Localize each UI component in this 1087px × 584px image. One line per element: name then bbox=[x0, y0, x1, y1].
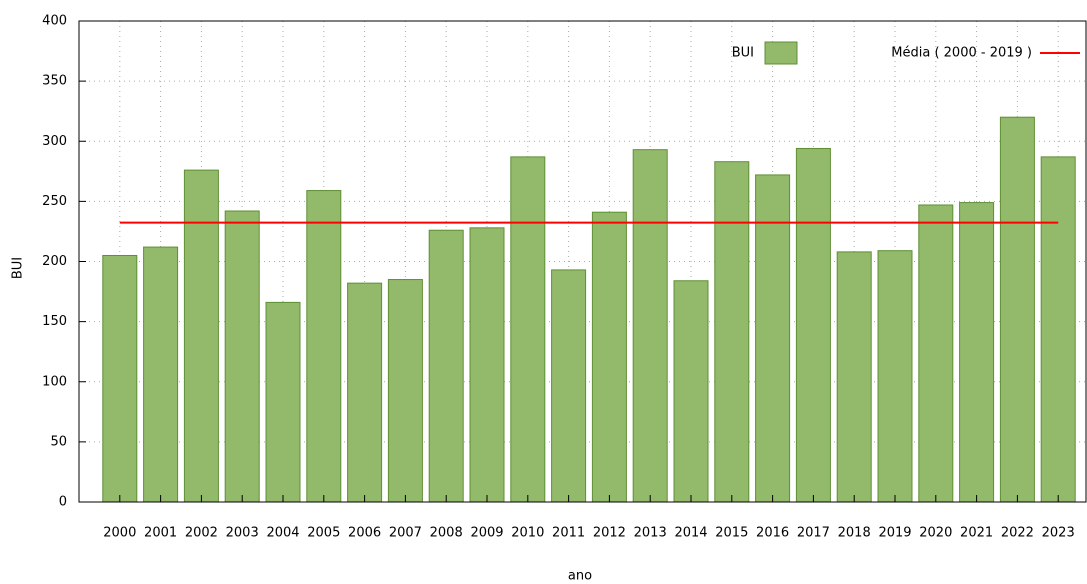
x-tick-label: 2017 bbox=[797, 526, 830, 541]
x-tick-label: 2023 bbox=[1042, 526, 1075, 541]
x-tick-label: 2015 bbox=[715, 526, 748, 541]
x-tick-label: 2021 bbox=[960, 526, 993, 541]
x-tick-label: 2005 bbox=[307, 526, 340, 541]
x-tick-label: 2010 bbox=[511, 526, 544, 541]
x-tick-label: 2007 bbox=[389, 526, 422, 541]
x-tick-label: 2020 bbox=[919, 526, 952, 541]
y-tick-label: 400 bbox=[42, 14, 67, 29]
legend-swatch bbox=[764, 41, 798, 65]
x-tick-label: 2006 bbox=[348, 526, 381, 541]
bar bbox=[959, 202, 995, 503]
plot-frame bbox=[78, 20, 1087, 503]
x-tick-label: 2018 bbox=[838, 526, 871, 541]
y-tick-label: 250 bbox=[42, 194, 67, 209]
x-tick-label: 2012 bbox=[593, 526, 626, 541]
bar bbox=[387, 279, 423, 503]
x-tick-label: 2001 bbox=[144, 526, 177, 541]
x-tick-label: 2013 bbox=[634, 526, 667, 541]
x-tick-label: 2014 bbox=[674, 526, 707, 541]
x-tick-label: 2008 bbox=[430, 526, 463, 541]
y-tick-label: 100 bbox=[42, 374, 67, 389]
legend-label: BUI bbox=[732, 46, 754, 61]
x-tick-label: 2016 bbox=[756, 526, 789, 541]
y-tick-label: 350 bbox=[42, 74, 67, 89]
x-axis-label: ano bbox=[568, 569, 592, 584]
bar bbox=[591, 211, 627, 503]
y-tick-label: 300 bbox=[42, 134, 67, 149]
bar bbox=[306, 190, 342, 503]
bar bbox=[795, 147, 831, 503]
bar bbox=[632, 149, 668, 503]
bar bbox=[755, 174, 791, 503]
bar bbox=[877, 250, 913, 503]
bar bbox=[265, 301, 301, 503]
x-tick-label: 2002 bbox=[185, 526, 218, 541]
bar bbox=[428, 229, 464, 503]
x-tick-label: 2022 bbox=[1001, 526, 1034, 541]
bar bbox=[714, 161, 750, 503]
bar bbox=[143, 246, 179, 503]
y-tick-label: 50 bbox=[50, 434, 67, 449]
bar bbox=[918, 204, 954, 503]
bar bbox=[836, 251, 872, 503]
bar bbox=[510, 156, 546, 503]
bar bbox=[1040, 156, 1076, 503]
bar bbox=[673, 280, 709, 503]
bar bbox=[551, 269, 587, 503]
x-tick-label: 2019 bbox=[878, 526, 911, 541]
bar bbox=[183, 169, 219, 503]
x-tick-label: 2004 bbox=[266, 526, 299, 541]
bar bbox=[347, 282, 383, 503]
y-tick-label: 150 bbox=[42, 314, 67, 329]
bar bbox=[224, 210, 260, 503]
x-tick-label: 2011 bbox=[552, 526, 585, 541]
x-tick-label: 2003 bbox=[226, 526, 259, 541]
legend-label: Média ( 2000 - 2019 ) bbox=[891, 46, 1032, 61]
bar bbox=[102, 254, 138, 503]
x-tick-label: 2000 bbox=[103, 526, 136, 541]
bar bbox=[999, 116, 1035, 503]
bar bbox=[469, 227, 505, 503]
y-tick-label: 0 bbox=[59, 495, 67, 510]
x-tick-label: 2009 bbox=[470, 526, 503, 541]
y-axis-label: BUI bbox=[11, 257, 26, 279]
y-tick-label: 200 bbox=[42, 254, 67, 269]
